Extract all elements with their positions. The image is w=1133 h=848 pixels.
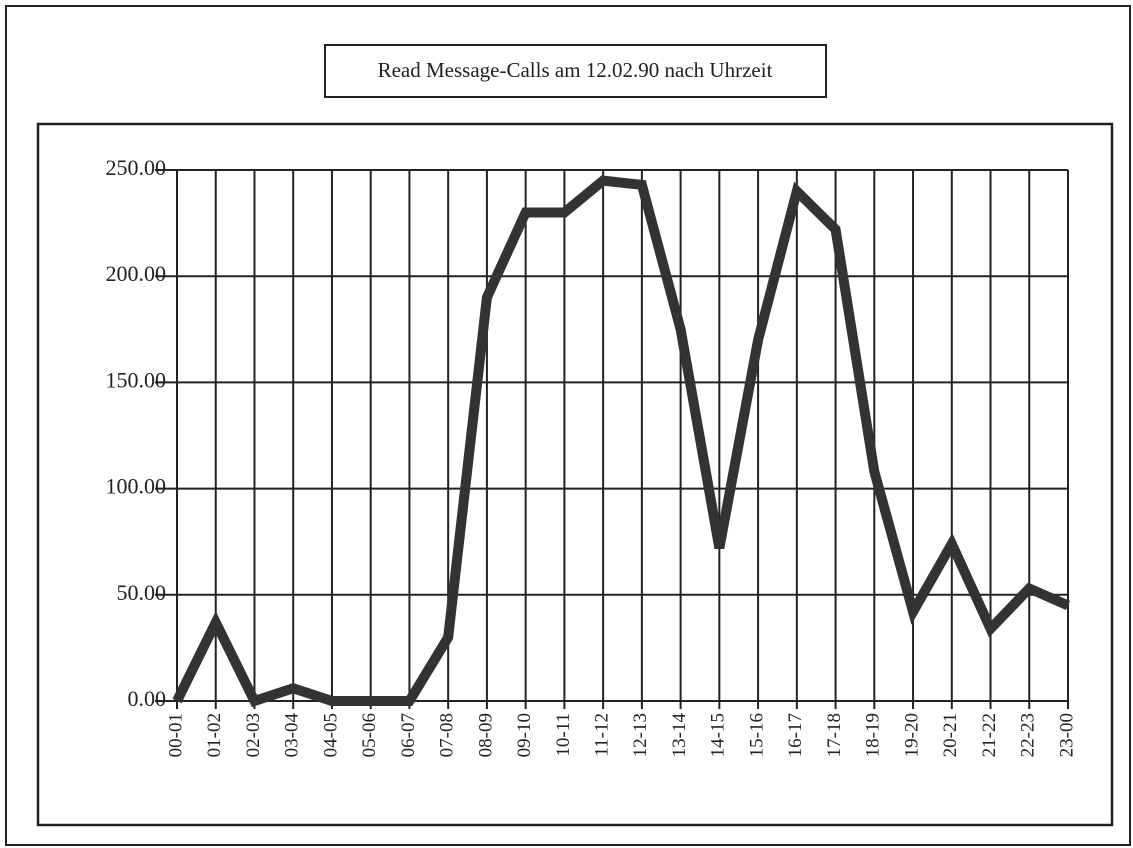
x-tick-label: 20-21: [940, 713, 961, 757]
x-tick-label: 19-20: [901, 713, 922, 757]
y-tick-label: 50.00: [117, 580, 167, 605]
y-tick-label: 0.00: [128, 686, 167, 711]
plot-frame: [36, 122, 1114, 827]
data-line: [172, 175, 1071, 708]
x-tick-label: 00-01: [165, 713, 186, 757]
chart-title: Read Message-Calls am 12.02.90 nach Uhrz…: [378, 58, 773, 82]
y-tick-label: 100.00: [106, 474, 167, 499]
x-tick-label: 18-19: [863, 713, 884, 757]
x-tick-label: 10-11: [553, 713, 574, 757]
x-tick-label: 13-14: [669, 713, 690, 758]
x-tick-label: 15-16: [746, 713, 767, 757]
x-tick-label: 06-07: [398, 713, 419, 757]
x-tick-label: 21-22: [979, 713, 1000, 757]
x-tick-label: 07-08: [437, 713, 458, 757]
x-tick-label: 03-04: [282, 713, 303, 758]
x-tick-label: 16-17: [785, 713, 806, 757]
x-tick-label: 02-03: [243, 713, 264, 757]
x-tick-label: 23-00: [1056, 713, 1077, 757]
y-tick-label: 150.00: [106, 367, 167, 392]
title-box: [324, 44, 827, 98]
x-tick-label: 12-13: [630, 713, 651, 757]
x-tick-label: 09-10: [514, 713, 535, 757]
x-tick-label: 22-23: [1018, 713, 1039, 757]
x-tick-label: 08-09: [475, 713, 496, 757]
x-tick-label: 04-05: [320, 713, 341, 757]
outer-frame: [5, 5, 1131, 846]
y-tick-label: 200.00: [106, 261, 167, 286]
x-tick-label: 17-18: [824, 713, 845, 757]
x-tick-label: 14-15: [708, 713, 729, 757]
x-tick-label: 11-12: [591, 713, 612, 757]
y-tick-label: 250.00: [106, 155, 167, 180]
x-tick-label: 01-02: [204, 713, 225, 757]
x-tick-label: 05-06: [359, 713, 380, 757]
